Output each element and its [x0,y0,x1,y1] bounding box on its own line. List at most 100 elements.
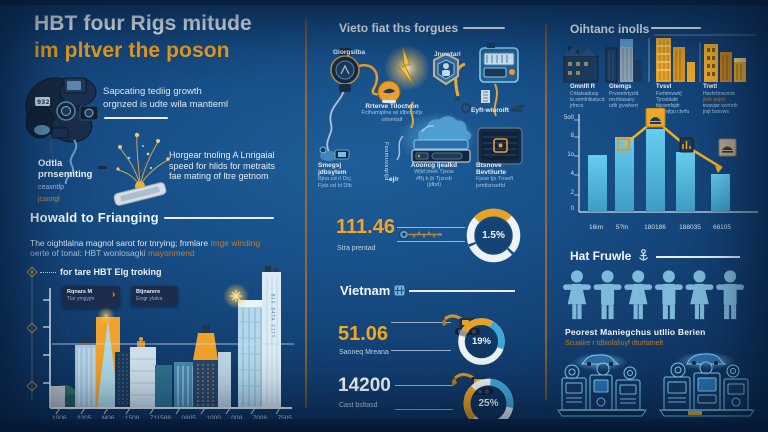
y-tick-1: 8 [570,133,574,139]
drone-icon [96,164,109,169]
city-skyline-chart: B1G D4TA C1TY [43,266,294,415]
cluster-caption-line3: ceaxntlp [38,184,65,191]
person-male-icon [593,270,622,320]
column-chart-x-label-1: 5?in [615,224,629,231]
cloud-server-icon [397,112,477,164]
anchor-icon [639,249,648,261]
main-title-line2: im pltver the poson [34,39,230,62]
x-label: 7505 [277,415,291,422]
city-chart-x-labels: 1006 2205 M06 1508 711588 0805 1000 008 … [52,415,292,422]
building-4-line2: jls/tr anjrrt, [703,97,727,103]
building-label-4: Trwtl Hsvhrfmsvmvt jls/tr anjrrt, trvsvj… [703,84,747,115]
center-node-label: Aooncg ijealkd Wjld jmek Tjsow #Bj b jb … [406,162,462,189]
skyscraper-vertical-text: B1G D4TA C1TY [271,294,276,338]
side-text-line3: fae mating of ltre getnom [169,171,269,181]
vertical-caption-2: ej/r [389,176,399,183]
cluster-caption-line4: jcaiotgl [38,196,60,203]
tv-icon [477,127,523,165]
x-label: 1000 [206,415,220,422]
x-label: 1006 [52,415,66,422]
dark-badge-icon [679,137,694,153]
middle-heading: Vieto fiat ths forgues [339,21,459,35]
donut-2: 19% [456,316,507,367]
building-label-3: Tvsvl Fsrhtmvwt/j Tjrovblattr tbjsvmfsjd… [656,84,700,115]
building-2-line3: urlb jyvwlvert [609,103,638,109]
key-icon [398,229,442,240]
section-heading-rule [164,217,274,219]
side-text-line1: Horgear tnoling A Lnrigaial [169,150,275,160]
side-text-line2: speed for hlids for metraits [169,160,276,171]
middle-heading-rule [463,27,505,29]
stat-3-value: 14200 [338,375,391,396]
building-1-line3: jrfmcs [570,103,584,109]
center-node-line2: #Bj b jb Tjsnsb [416,175,452,182]
paragraph-line1-orange: imge winding [210,238,261,248]
right-heading: Oihtanc inolls [570,22,650,36]
left-node-line1: Bjna od rl Dcj [318,176,351,182]
vietnam-heading-rule [409,290,515,292]
label-leader-line [40,272,56,273]
right-node-line1: Fjsse tjo Tnseft [476,176,514,182]
x-label: 1508 [125,415,139,422]
right-node-line2: jsmtlsnseftd [476,182,506,189]
flow-box-2-title: Btjnarere [136,289,161,295]
y-tick-0: 5o0 [563,115,574,121]
donut-1: 1.5% [464,206,523,265]
subtitle-line2: orgnzed is udte wila mantieml [103,98,229,110]
stat-1-caption: Stra prentad [337,245,376,252]
left-node-line2: Fjsb od bl Dlb [318,182,352,189]
building-3-line3: tbjsvmfsjdr [656,103,680,109]
stat-2-line-top [391,322,451,323]
people-row [563,270,745,320]
main-title-line1: HBT four Rigs mitude [34,12,252,35]
stat-2-caption: Saoneq Mreana [339,349,389,356]
watch-node-label: Glorgsilba [333,49,366,56]
people-caption-orange: Scualire r tdbiolafiuyf dturtatnelt [565,340,664,347]
cluster-caption-line2: prnsemiting [38,169,93,180]
camera-cluster-illustration: 932 [25,77,99,185]
donut-3-percent: 25% [478,398,499,409]
column-divider-right [545,24,547,400]
x-label: 2205 [77,415,91,422]
badge-icon [645,108,666,128]
y-tick-3: 4 [570,171,574,177]
hexagon-shield-icon [433,52,459,86]
building-1-line2: ts snmfnlkatycd [570,97,605,103]
subtitle-underline [104,117,168,119]
people-section-heading: Hat Fruwle [570,249,632,263]
machine-2 [659,352,755,417]
building-3-line1: Fsrhtmvwt/j [656,91,682,97]
shield-node-label: Jnowtarl [434,51,461,58]
column-chart-x-label-2: 180186 [644,224,666,231]
gadget-cluster-icon [319,146,350,161]
spark-node-line2: urlomlatf [381,116,403,123]
column-divider-left [305,18,307,408]
building-3-line2: Tjrovblattr [656,97,679,103]
person-female-icon [624,270,653,320]
left-node-title: Smegsj jdbsytem [318,162,347,176]
building-4-line4: jrsjt bsnvws [703,109,729,115]
x-label: 7008 [253,415,267,422]
spark-node-title: Rrterve Tiloctvon [365,103,419,110]
ornament-chain [26,266,38,400]
stat-3-line-bottom [395,409,453,410]
building-1-line1: Crttatsadusp [570,91,599,97]
donut-2-percent: 19% [471,336,491,347]
vietnam-heading: Vietnam [340,283,391,298]
section-paragraph: The oightlalna magnol sarot for tnrying;… [30,238,295,258]
paragraph-line2-gray: oerte of tonal: HBT wonlosagki [30,248,148,258]
vertical-caption: Fsomuvsqrijd [383,142,389,181]
stat-2-line-bottom [391,350,451,351]
city-chart-label: for tare HBT Elg troking [60,267,162,277]
x-label: 0805 [181,415,195,422]
column-chart-x-label-3: 188035 [679,224,701,231]
flow-box-1-title: Rqnars M [67,289,93,295]
building-4-line1: Hsvhrfmsvmvt [703,91,735,97]
person-male-icon [654,270,683,320]
building-2-line1: Prvsrehrtyctd [609,91,639,97]
cluster-caption: Odtla prnsemiting ceaxntlp jcaiotgl [38,158,92,205]
beige-badge-icon [718,138,737,157]
wing-icon [510,105,525,113]
radio-device-icon [479,43,519,83]
stat-3-line-top [395,385,453,386]
